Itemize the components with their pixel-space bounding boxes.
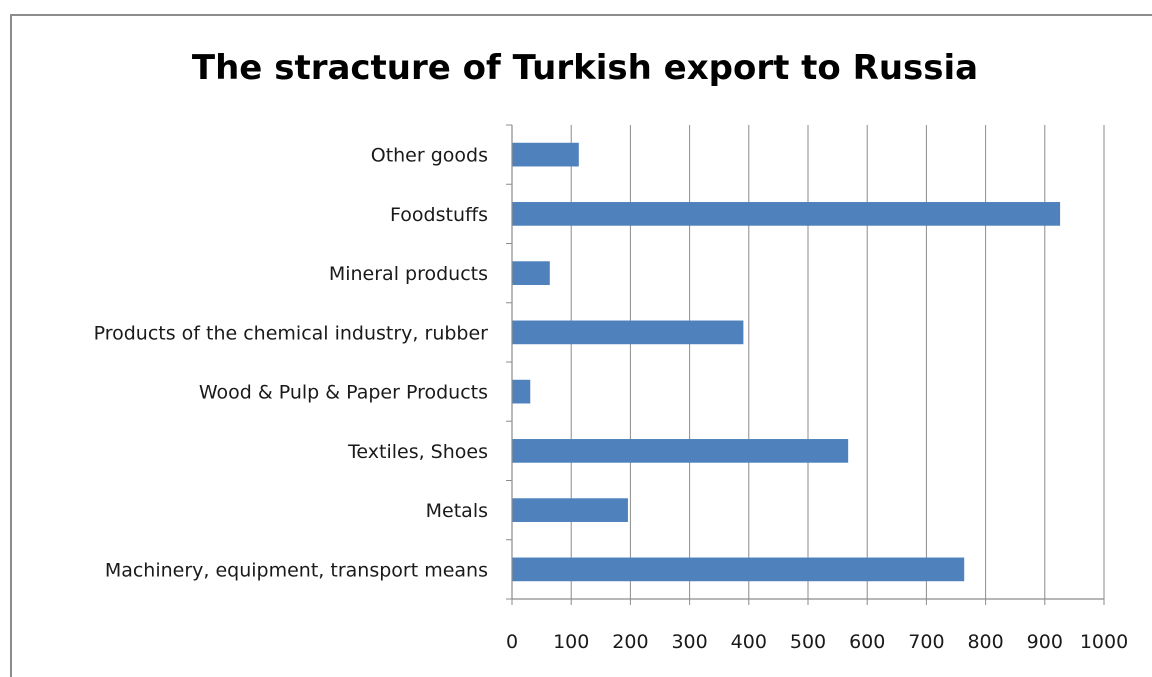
bar: [512, 202, 1061, 226]
bar: [512, 557, 965, 582]
category-label: Wood & Pulp & Paper Products: [199, 382, 488, 404]
bar: [512, 261, 550, 285]
bar: [512, 379, 531, 404]
bars: [512, 142, 1061, 582]
x-tick-label: 100: [553, 631, 589, 653]
x-tick-label: 400: [731, 631, 767, 653]
bar: [512, 142, 579, 167]
category-labels: Other goods Foodstuffs Mineral products Pro…: [94, 145, 489, 582]
category-label: Products of the chemical industry, rubbe…: [94, 322, 489, 344]
bar: [512, 320, 744, 345]
bar: [512, 498, 628, 522]
category-label: Metals: [426, 500, 488, 522]
x-tick-label: 300: [671, 631, 707, 653]
x-tick-label: 200: [612, 631, 648, 653]
x-tick-label: 900: [1027, 631, 1063, 653]
category-label: Machinery, equipment, transport means: [105, 559, 488, 581]
x-tick-label: 600: [849, 631, 885, 653]
category-label: Foodstuffs: [390, 204, 488, 226]
x-tick-label: 1000: [1080, 631, 1128, 653]
category-label: Other goods: [371, 145, 488, 167]
category-label: Mineral products: [329, 263, 488, 285]
gridlines: [570, 125, 1105, 599]
chart-title: The stracture of Turkish export to Russi…: [192, 48, 978, 88]
x-tick-label: 0: [506, 631, 518, 653]
axes: [506, 124, 1105, 605]
x-tick-label: 800: [967, 631, 1003, 653]
x-tick-label: 500: [790, 631, 826, 653]
tick-labels: 0 100 200 300 400 500 600 700 800 900 1000: [506, 631, 1128, 653]
bar: [512, 439, 849, 463]
x-tick-label: 700: [908, 631, 944, 653]
category-label: Textiles, Shoes: [347, 441, 488, 463]
